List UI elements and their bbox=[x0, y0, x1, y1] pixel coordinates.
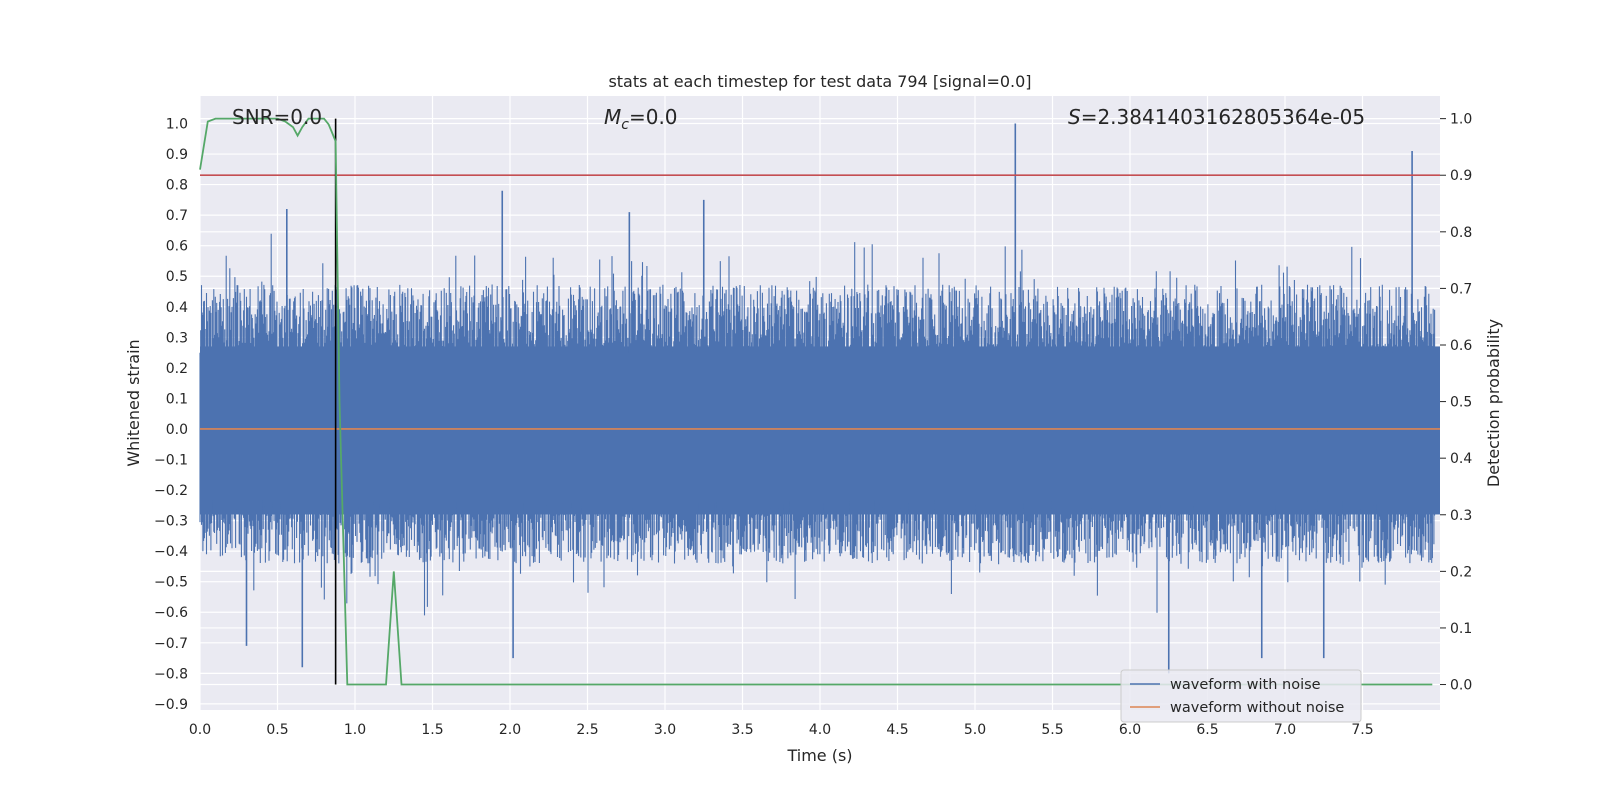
x-tick-label: 5.0 bbox=[964, 722, 986, 738]
x-tick-label: 7.5 bbox=[1351, 722, 1373, 738]
y-tick-label-left: 0.5 bbox=[166, 269, 188, 285]
y-tick-label-left: 0.8 bbox=[166, 178, 188, 194]
y-tick-label-left: 1.0 bbox=[166, 116, 188, 132]
annotation-snr: SNR=0.0 bbox=[232, 105, 322, 129]
y-tick-label-left: 0.1 bbox=[166, 391, 188, 407]
legend: waveform with noise waveform without noi… bbox=[1120, 669, 1362, 723]
x-tick-label: 6.0 bbox=[1119, 722, 1141, 738]
y-tick-label-left: 0.6 bbox=[166, 239, 188, 255]
y-tick-label-left: −0.2 bbox=[154, 483, 188, 499]
x-tick-label: 3.5 bbox=[731, 722, 753, 738]
x-tick-label: 1.0 bbox=[344, 722, 366, 738]
y-tick-label-left: 0.9 bbox=[166, 147, 188, 163]
s-statistic-symbol: S bbox=[1068, 105, 1081, 129]
y-tick-label-left: 0.3 bbox=[166, 330, 188, 346]
chart-title: stats at each timestep for test data 794… bbox=[608, 72, 1031, 91]
y-axis-label-right: Detection probability bbox=[1484, 319, 1503, 487]
x-tick-label: 6.5 bbox=[1196, 722, 1218, 738]
y-tick-label-right: 0.5 bbox=[1450, 395, 1472, 411]
x-tick-label: 2.5 bbox=[576, 722, 598, 738]
y-tick-label-left: −0.4 bbox=[154, 544, 188, 560]
y-tick-label-left: 0.0 bbox=[166, 422, 188, 438]
annotation-s-statistic: S=2.3841403162805364e-05 bbox=[1068, 105, 1365, 129]
y-tick-label-right: 0.1 bbox=[1450, 621, 1472, 637]
y-tick-label-right: 0.9 bbox=[1450, 168, 1472, 184]
legend-box bbox=[1120, 669, 1362, 723]
x-axis-label: Time (s) bbox=[786, 746, 852, 765]
y-axis-label-left: Whitened strain bbox=[124, 339, 143, 466]
chirp-mass-value: =0.0 bbox=[629, 105, 678, 129]
x-tick-label: 1.5 bbox=[421, 722, 443, 738]
x-tick-label: 3.0 bbox=[654, 722, 676, 738]
y-tick-label-left: −0.5 bbox=[154, 575, 188, 591]
detection-probability-line bbox=[199, 117, 1433, 686]
x-tick-label: 4.0 bbox=[809, 722, 831, 738]
y-tick-label-left: −0.3 bbox=[154, 514, 188, 530]
x-tick-label: 4.5 bbox=[886, 722, 908, 738]
y-tick-label-left: 0.2 bbox=[166, 361, 188, 377]
y-tick-label-right: 0.8 bbox=[1450, 225, 1472, 241]
x-tick-label: 0.5 bbox=[266, 722, 288, 738]
y-tick-label-right: 1.0 bbox=[1450, 112, 1472, 128]
y-tick-label-right: 0.3 bbox=[1450, 508, 1472, 524]
y-tick-label-left: −0.8 bbox=[154, 666, 188, 682]
legend-entry-noise: waveform with noise bbox=[1170, 677, 1321, 693]
legend-entry-clean: waveform without noise bbox=[1170, 700, 1344, 716]
x-tick-label: 7.0 bbox=[1274, 722, 1296, 738]
x-tick-label: 2.0 bbox=[499, 722, 521, 738]
y-tick-label-left: −0.1 bbox=[154, 453, 188, 469]
chirp-mass-subscript: c bbox=[621, 117, 629, 133]
y-tick-label-right: 0.7 bbox=[1450, 281, 1472, 297]
x-tick-label: 5.5 bbox=[1041, 722, 1063, 738]
y-tick-label-left: −0.7 bbox=[154, 636, 188, 652]
s-statistic-value: =2.3841403162805364e-05 bbox=[1081, 105, 1365, 129]
y-tick-label-right: 0.2 bbox=[1450, 564, 1472, 580]
y-tick-label-left: −0.9 bbox=[154, 697, 188, 713]
y-tick-label-left: 0.4 bbox=[166, 300, 188, 316]
y-tick-label-right: 0.4 bbox=[1450, 451, 1472, 467]
series-lines bbox=[199, 117, 1440, 686]
series-waveform-with-noise bbox=[199, 123, 1440, 674]
x-tick-label: 0.0 bbox=[189, 722, 211, 738]
annotation-chirp-mass: Mc=0.0 bbox=[604, 105, 678, 133]
y-tick-label-right: 0.6 bbox=[1450, 338, 1472, 354]
y-tick-label-left: −0.6 bbox=[154, 605, 188, 621]
y-tick-label-left: 0.7 bbox=[166, 208, 188, 224]
tick-labels: 0.0 0.5 1.0 1.5 2.0 2.5 3.0 3.5 4.0 4.5 5.0 5.5 6.0 6… bbox=[154, 112, 1472, 738]
y-tick-label-right: 0.0 bbox=[1450, 678, 1472, 694]
chirp-mass-symbol: M bbox=[604, 105, 621, 129]
